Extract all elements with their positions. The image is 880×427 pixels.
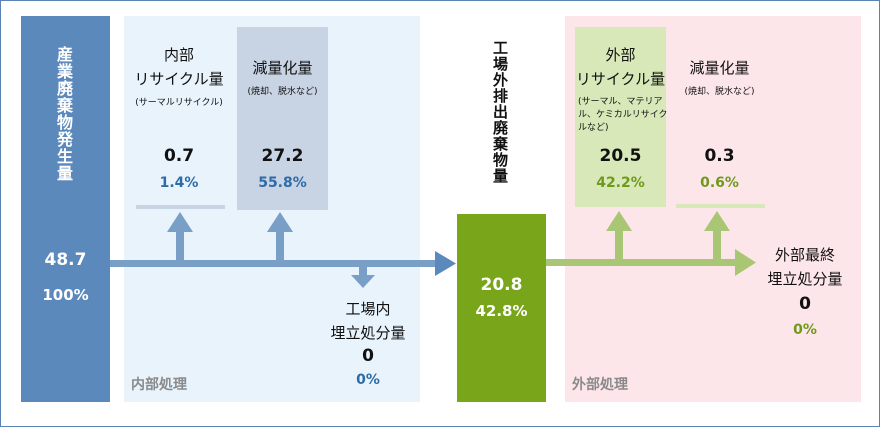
external-reduction-arrow-shaft	[713, 228, 721, 261]
external-landfill-title-1: 外部最終	[774, 246, 835, 264]
generation-bar	[21, 16, 110, 402]
external-recycle-note-1: (サーマル、マテリア	[578, 97, 663, 107]
internal-recycle-arrow-up-icon	[167, 212, 193, 232]
internal-recycle-note: (サーマルリサイクル)	[135, 98, 223, 108]
external-flow-line	[546, 259, 736, 266]
external-landfill-percent: 0%	[793, 322, 817, 338]
internal-landfill-title-1: 工場内	[345, 300, 391, 318]
external-landfill-title-2: 埋立処分量	[767, 270, 843, 288]
external-reduction-title: 減量化量	[689, 59, 750, 77]
internal-recycle-value: 0.7	[163, 146, 195, 166]
internal-recycle-title-2: リサイクル量	[134, 70, 224, 88]
internal-reduction-title: 減量化量	[252, 59, 313, 77]
internal-flow-arrowhead-icon	[435, 251, 456, 276]
internal-landfill-title-2: 埋立処分量	[330, 324, 406, 342]
external-reduction-bar	[676, 204, 765, 208]
internal-recycle-title-1: 内部	[163, 46, 194, 64]
internal-reduction-value: 27.2	[261, 146, 304, 166]
external-recycle-note-3: ルなど)	[578, 123, 609, 133]
internal-flow-line	[110, 260, 436, 267]
external-reduction-percent: 0.6%	[700, 175, 739, 191]
external-recycle-value: 20.5	[599, 146, 642, 166]
generation-label: 産業廃棄物発生量	[54, 46, 73, 182]
internal-reduction-arrow-up-icon	[267, 212, 293, 232]
external-flow-arrowhead-icon	[735, 249, 756, 276]
external-landfill-value: 0	[799, 294, 811, 314]
external-reduction-value: 0.3	[704, 146, 735, 166]
external-recycle-arrow-up-icon	[606, 211, 632, 231]
internal-reduction-box	[237, 27, 328, 210]
external-recycle-note-2: ル、ケミカルリサイク	[578, 110, 668, 120]
external-recycle-title-1: 外部	[605, 46, 636, 64]
discharge-label: 工場外排出廃棄物量	[491, 40, 509, 184]
discharge-bar	[457, 214, 546, 402]
generation-value: 48.7	[44, 250, 87, 270]
discharge-percent: 42.8%	[475, 302, 528, 320]
external-recycle-percent: 42.2%	[596, 175, 645, 191]
internal-recycle-percent: 1.4%	[159, 175, 199, 191]
external-reduction-note: (焼却、脱水など)	[684, 87, 755, 97]
external-recycle-box	[575, 27, 666, 207]
internal-landfill-arrow-down-icon	[351, 275, 375, 288]
external-recycle-arrow-shaft	[615, 228, 623, 261]
internal-recycle-arrow-shaft	[176, 230, 184, 262]
generation-percent: 100%	[42, 286, 89, 304]
external-reduction-arrow-up-icon	[704, 211, 730, 231]
internal-section-label: 内部処理	[131, 377, 187, 393]
internal-recycle-bar	[136, 205, 225, 209]
discharge-value: 20.8	[480, 275, 523, 295]
external-recycle-title-2: リサイクル量	[575, 70, 666, 88]
internal-landfill-value: 0	[362, 346, 374, 366]
internal-landfill-percent: 0%	[356, 372, 380, 388]
internal-landfill-arrow-shaft	[359, 265, 367, 277]
internal-reduction-percent: 55.8%	[258, 175, 307, 191]
internal-reduction-note: (焼却、脱水など)	[247, 87, 318, 97]
external-section-label: 外部処理	[572, 377, 628, 393]
internal-reduction-arrow-shaft	[276, 230, 284, 262]
